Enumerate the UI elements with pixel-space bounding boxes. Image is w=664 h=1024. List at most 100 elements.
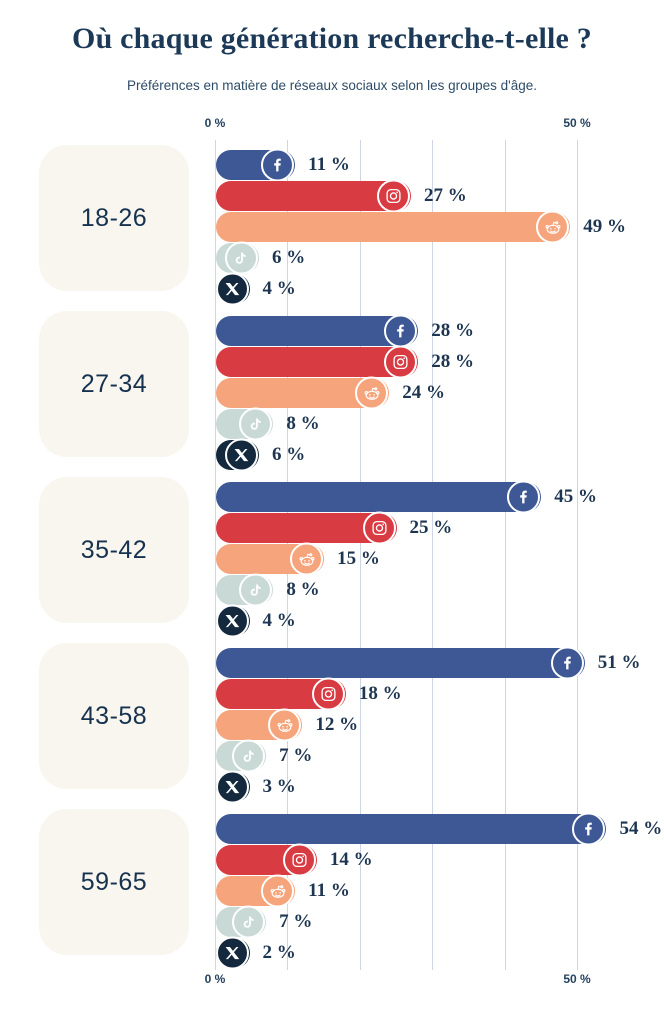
reddit-badge bbox=[261, 874, 295, 908]
axis-tick-bottom-zero: 0 % bbox=[204, 972, 226, 986]
value-label: 6 % bbox=[271, 247, 306, 268]
facebook-badge bbox=[572, 812, 606, 846]
value-label: 27 % bbox=[423, 185, 467, 206]
facebook-icon bbox=[274, 158, 281, 172]
value-label: 14 % bbox=[329, 849, 373, 870]
axis-tick-top-zero: 0 % bbox=[204, 116, 226, 130]
age-group-label: 27-34 bbox=[80, 369, 148, 398]
reddit-icon bbox=[277, 718, 293, 732]
x-icon bbox=[225, 614, 239, 628]
x-icon bbox=[225, 946, 239, 960]
tiktok-icon bbox=[243, 750, 254, 762]
x-bar bbox=[215, 438, 259, 472]
tiktok-badge bbox=[239, 573, 273, 607]
value-label: 51 % bbox=[597, 652, 641, 673]
value-label: 18 % bbox=[358, 683, 402, 704]
reddit-icon bbox=[545, 220, 561, 234]
instagram-bar bbox=[215, 179, 411, 213]
tiktok-icon bbox=[250, 584, 261, 596]
tiktok-icon bbox=[250, 418, 261, 430]
age-group-card: 43-58 bbox=[39, 643, 189, 789]
age-group-card: 27-34 bbox=[39, 311, 189, 457]
instagram-icon bbox=[321, 686, 336, 702]
value-label: 3 % bbox=[262, 776, 296, 797]
facebook-badge bbox=[384, 314, 418, 348]
gridline-20 bbox=[359, 140, 361, 970]
age-group-label: 59-65 bbox=[80, 867, 148, 896]
x-icon bbox=[225, 780, 239, 794]
reddit-icon bbox=[270, 884, 286, 898]
facebook-bar bbox=[215, 148, 296, 182]
x-bar bbox=[215, 770, 250, 804]
value-label: 4 % bbox=[262, 278, 296, 299]
value-label: 2 % bbox=[262, 942, 296, 963]
value-label: 11 % bbox=[308, 154, 350, 175]
value-label: 7 % bbox=[279, 911, 313, 932]
instagram-badge bbox=[376, 179, 410, 213]
instagram-icon bbox=[393, 354, 408, 370]
instagram-badge bbox=[384, 345, 418, 379]
facebook-badge bbox=[550, 646, 584, 680]
value-label: 54 % bbox=[619, 818, 663, 839]
instagram-icon bbox=[292, 852, 307, 868]
reddit-badge bbox=[268, 708, 302, 742]
x-bar bbox=[215, 604, 250, 638]
age-group-label: 18-26 bbox=[80, 203, 148, 232]
x-badge bbox=[215, 770, 249, 804]
value-label: 11 % bbox=[308, 880, 350, 901]
value-label: 28 % bbox=[431, 351, 474, 372]
axis-tick-bottom-fifty: 50 % bbox=[563, 972, 591, 986]
gridline-30 bbox=[432, 140, 434, 970]
tiktok-icon bbox=[243, 916, 254, 928]
axis-tick-top-fifty: 50 % bbox=[563, 116, 591, 130]
value-label: 24 % bbox=[402, 382, 445, 403]
reddit-badge bbox=[355, 376, 389, 410]
reddit-icon bbox=[364, 386, 380, 400]
age-group-card: 18-26 bbox=[39, 145, 189, 291]
tiktok-bar bbox=[215, 407, 274, 441]
tiktok-badge bbox=[232, 905, 266, 939]
gridline-50 bbox=[577, 140, 578, 970]
value-label: 15 % bbox=[337, 548, 380, 569]
tiktok-bar bbox=[215, 241, 259, 275]
tiktok-badge bbox=[239, 407, 273, 441]
value-label: 25 % bbox=[409, 517, 453, 538]
gridline-40 bbox=[504, 140, 506, 970]
reddit-badge bbox=[290, 542, 324, 576]
reddit-bar bbox=[215, 210, 571, 244]
reddit-bar bbox=[215, 376, 390, 410]
instagram-bar bbox=[215, 843, 317, 877]
x-badge bbox=[224, 438, 258, 472]
value-label: 12 % bbox=[315, 714, 359, 735]
reddit-bar bbox=[215, 542, 325, 576]
x-badge bbox=[215, 604, 249, 638]
instagram-badge bbox=[362, 511, 396, 545]
tiktok-icon bbox=[236, 252, 247, 264]
facebook-icon bbox=[520, 490, 528, 504]
tiktok-bar bbox=[215, 905, 267, 939]
facebook-bar bbox=[215, 480, 542, 514]
tiktok-badge bbox=[224, 241, 258, 275]
facebook-bar bbox=[215, 646, 585, 680]
instagram-bar bbox=[215, 511, 397, 545]
facebook-badge bbox=[261, 148, 295, 182]
x-bar bbox=[215, 936, 250, 970]
instagram-badge bbox=[311, 677, 345, 711]
facebook-bar bbox=[215, 812, 607, 846]
tiktok-bar bbox=[215, 573, 274, 607]
instagram-icon bbox=[386, 188, 401, 204]
page-title: Où chaque génération recherche-t-elle ? bbox=[72, 22, 592, 55]
value-label: 8 % bbox=[286, 579, 320, 600]
facebook-bar bbox=[215, 314, 419, 348]
instagram-icon bbox=[371, 520, 387, 536]
reddit-bar bbox=[215, 874, 296, 908]
value-label: 45 % bbox=[554, 486, 598, 507]
age-group-card: 35-42 bbox=[39, 477, 189, 623]
x-badge bbox=[215, 936, 249, 970]
x-bar bbox=[215, 272, 250, 306]
x-icon bbox=[234, 448, 249, 462]
x-badge bbox=[215, 272, 249, 306]
age-group-label: 43-58 bbox=[80, 701, 148, 730]
tiktok-badge bbox=[232, 739, 266, 773]
value-label: 49 % bbox=[583, 216, 626, 237]
